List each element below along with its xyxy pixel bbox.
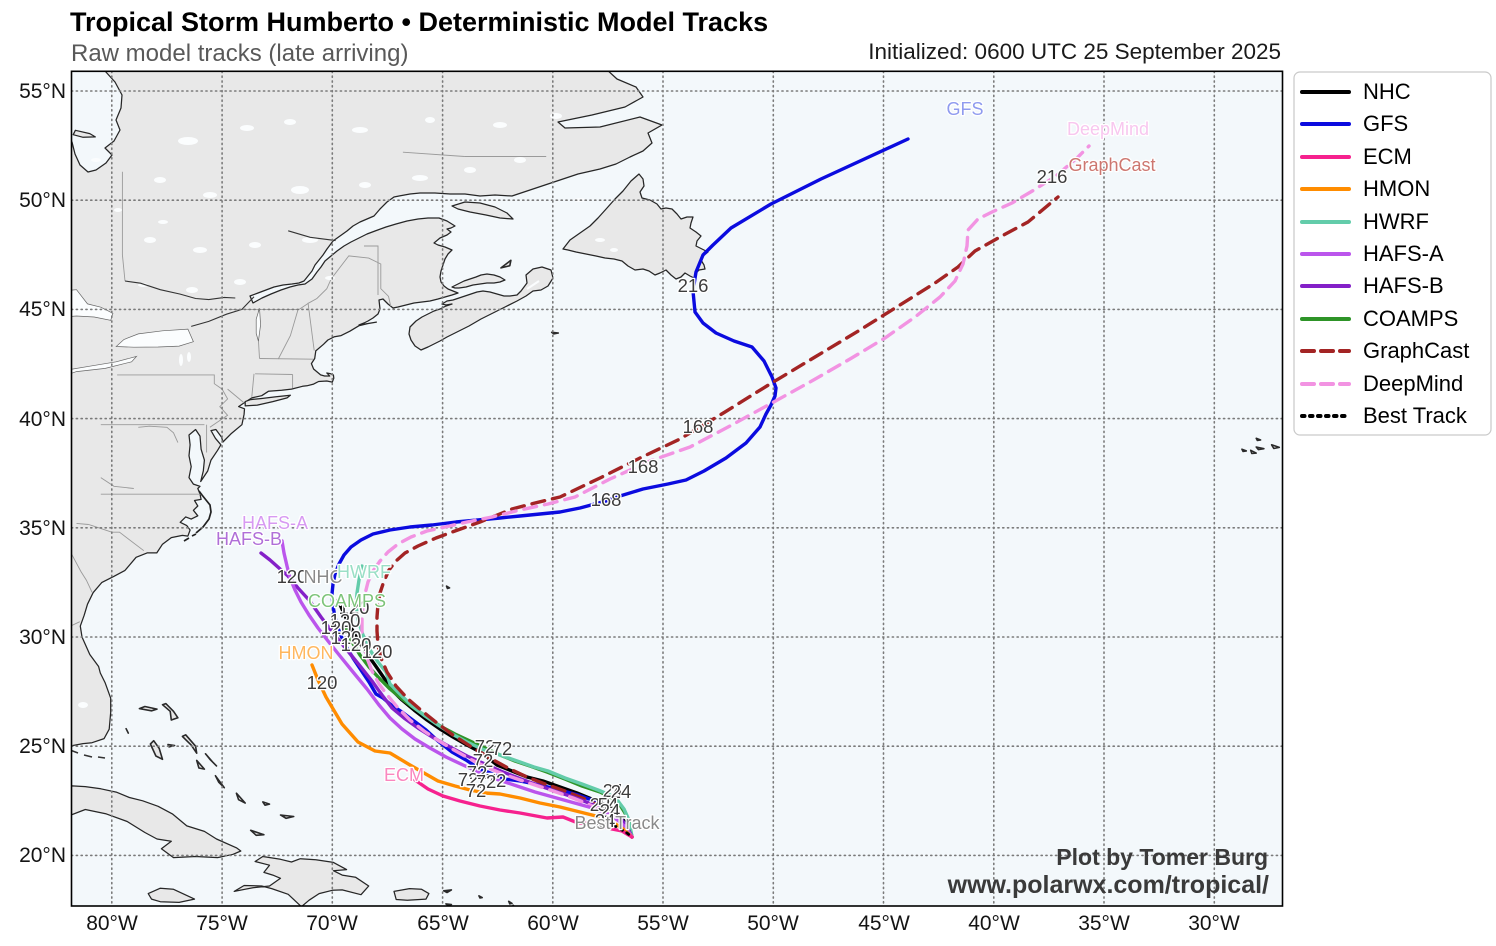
svg-text:72: 72 — [476, 771, 497, 792]
svg-text:45°N: 45°N — [19, 298, 66, 321]
svg-text:COAMPS: COAMPS — [308, 591, 386, 611]
svg-text:COAMPS: COAMPS — [1363, 306, 1458, 331]
svg-text:65°W: 65°W — [417, 912, 469, 935]
svg-text:30°N: 30°N — [19, 626, 66, 649]
svg-text:GFS: GFS — [1363, 111, 1408, 136]
svg-text:GraphCast: GraphCast — [1363, 338, 1469, 363]
svg-text:20°N: 20°N — [19, 844, 66, 867]
svg-text:216: 216 — [678, 275, 709, 296]
svg-text:120: 120 — [341, 634, 372, 655]
svg-text:120: 120 — [307, 672, 338, 693]
svg-text:72: 72 — [473, 750, 494, 771]
svg-text:Initialized: 0600 UTC 25 Septe: Initialized: 0600 UTC 25 September 2025 — [868, 39, 1281, 64]
svg-text:Tropical Storm Humberto • Dete: Tropical Storm Humberto • Deterministic … — [70, 7, 768, 37]
svg-text:HAFS-A: HAFS-A — [1363, 241, 1444, 266]
svg-text:35°N: 35°N — [19, 517, 66, 540]
svg-text:24: 24 — [600, 800, 621, 821]
svg-text:55°N: 55°N — [19, 80, 66, 103]
svg-text:24: 24 — [595, 810, 616, 831]
svg-text:168: 168 — [591, 489, 622, 510]
svg-text:168: 168 — [628, 456, 659, 477]
svg-text:54: 54 — [598, 794, 619, 815]
svg-text:72: 72 — [466, 780, 487, 801]
svg-text:72: 72 — [492, 738, 513, 759]
svg-text:70°W: 70°W — [306, 912, 358, 935]
svg-text:24: 24 — [603, 780, 624, 801]
svg-text:ECM: ECM — [384, 765, 424, 785]
svg-text:24: 24 — [611, 781, 632, 802]
svg-text:216: 216 — [1037, 166, 1068, 187]
svg-text:40°N: 40°N — [19, 408, 66, 431]
svg-text:75°W: 75°W — [196, 912, 248, 935]
svg-text:35°W: 35°W — [1078, 912, 1130, 935]
svg-text:45°W: 45°W — [858, 912, 910, 935]
svg-text:GraphCast: GraphCast — [1068, 155, 1155, 175]
svg-text:DeepMind: DeepMind — [1363, 371, 1463, 396]
svg-text:Plot by Tomer Burg: Plot by Tomer Burg — [1056, 844, 1268, 870]
svg-text:NHC: NHC — [304, 567, 343, 587]
svg-text:HAFS-B: HAFS-B — [216, 529, 282, 549]
svg-text:22: 22 — [590, 794, 611, 815]
svg-text:168: 168 — [683, 416, 714, 437]
svg-text:25°N: 25°N — [19, 735, 66, 758]
svg-text:120: 120 — [277, 566, 308, 587]
svg-text:DeepMind: DeepMind — [1067, 119, 1149, 139]
svg-text:50°N: 50°N — [19, 189, 66, 212]
svg-text:55°W: 55°W — [637, 912, 689, 935]
svg-text:72: 72 — [467, 762, 488, 783]
svg-text:NHC: NHC — [1363, 79, 1411, 104]
svg-text:ECM: ECM — [1363, 144, 1412, 169]
svg-text:120: 120 — [331, 627, 362, 648]
svg-text:120: 120 — [362, 641, 393, 662]
svg-text:72: 72 — [475, 736, 496, 757]
svg-text:120: 120 — [330, 610, 361, 631]
svg-text:HMON: HMON — [279, 643, 334, 663]
svg-text:HWRF: HWRF — [1363, 209, 1429, 234]
svg-text:40°W: 40°W — [968, 912, 1020, 935]
svg-text:30°W: 30°W — [1188, 912, 1240, 935]
svg-text:72: 72 — [458, 769, 479, 790]
svg-text:HAFS-B: HAFS-B — [1363, 273, 1444, 298]
svg-text:HWRF: HWRF — [337, 562, 391, 582]
svg-text:Best Track: Best Track — [1363, 403, 1468, 428]
svg-text:80°W: 80°W — [86, 912, 138, 935]
svg-text:120: 120 — [321, 617, 352, 638]
svg-text:Raw model tracks (late arrivin: Raw model tracks (late arriving) — [71, 40, 408, 67]
svg-text:HAFS-A: HAFS-A — [242, 513, 308, 533]
svg-text:60°W: 60°W — [527, 912, 579, 935]
svg-text:www.polarwx.com/tropical/: www.polarwx.com/tropical/ — [947, 871, 1269, 899]
svg-text:72: 72 — [486, 770, 507, 791]
svg-text:GFS: GFS — [946, 99, 983, 119]
svg-text:50°W: 50°W — [747, 912, 799, 935]
svg-text:HMON: HMON — [1363, 176, 1430, 201]
svg-text:120: 120 — [339, 597, 370, 618]
svg-text:Best Track: Best Track — [574, 813, 660, 833]
